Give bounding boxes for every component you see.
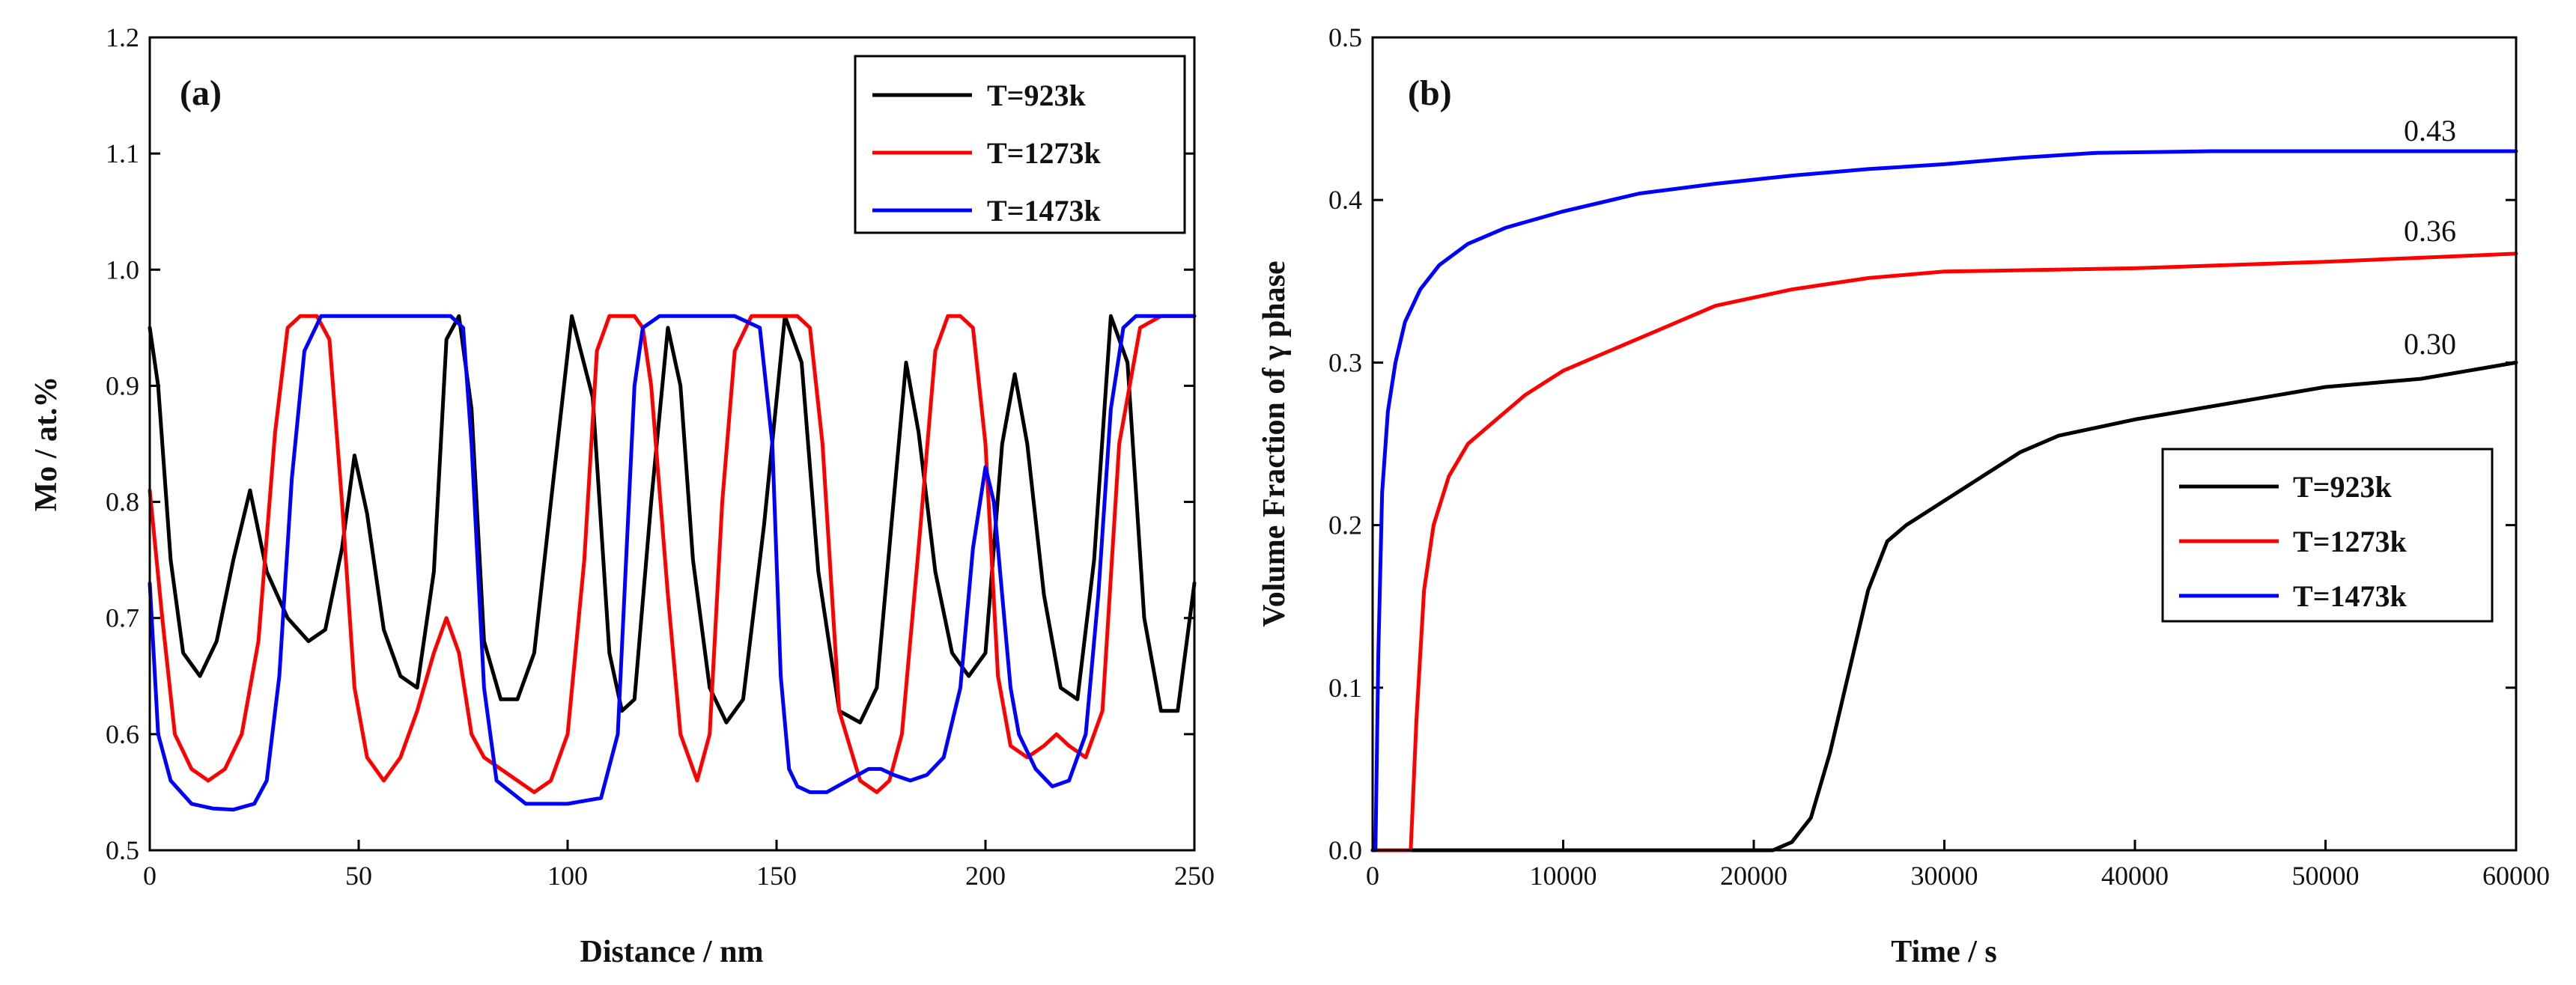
b-legend: T=923k T=1273k T=1473k: [2161, 448, 2494, 623]
b-series-line-923: [1370, 360, 2518, 853]
b-series-line-1273: [1370, 251, 2518, 853]
a-y-tick-label: 0.7: [106, 603, 139, 633]
b-end-label-1273: 0.36: [2404, 214, 2456, 248]
a-y-tick-label: 0.8: [106, 487, 139, 517]
b-ticks: 0 10000 20000 30000 40000 50000 60000 0.0 0.1 0.2…: [1328, 22, 2550, 891]
a-y-tick-label: 0.5: [106, 835, 139, 865]
a-y-tick-label: 1.1: [106, 138, 139, 168]
a-y-tick-label: 0.9: [106, 370, 139, 400]
b-y-tick-label: 0.5: [1328, 22, 1362, 52]
a-x-axis-title: Distance / nm: [580, 935, 764, 969]
b-series: [1370, 149, 2518, 853]
b-panel-label: (b): [1408, 73, 1452, 113]
a-x-tick-label: 50: [345, 861, 372, 891]
panel-b: 0 10000 20000 30000 40000 50000 60000 0.0 0.1 0.2…: [1257, 22, 2550, 969]
a-panel-label: (a): [180, 73, 222, 113]
b-plot-frame: [1371, 36, 2518, 852]
b-x-axis-title: Time / s: [1891, 935, 1997, 969]
b-legend-label-923: T=923k: [2293, 470, 2392, 504]
b-y-tick-label: 0.3: [1328, 347, 1362, 377]
b-y-tick-label: 0.4: [1328, 185, 1362, 215]
a-y-tick-label: 1.2: [106, 22, 139, 52]
b-y-tick-label: 0.2: [1328, 510, 1362, 540]
a-plot-frame: [148, 36, 1196, 852]
b-legend-box: [2161, 448, 2494, 623]
b-x-tick-label: 10000: [1530, 861, 1597, 891]
b-legend-label-1273: T=1273k: [2293, 525, 2407, 558]
b-x-tick-label: 60000: [2482, 861, 2550, 891]
a-legend-label-1473: T=1473k: [987, 194, 1101, 228]
a-legend-label-1273: T=1273k: [987, 136, 1101, 170]
panel-a: 0 50 100 150 200 2500.50.60.70.80.91.01.11.2 …: [29, 22, 1215, 969]
b-x-tick-label: 50000: [2292, 861, 2360, 891]
a-legend: T=923k T=1273k T=1473k: [854, 55, 1186, 234]
a-x-tick-label: 250: [1174, 861, 1215, 891]
a-x-tick-label: 200: [965, 861, 1006, 891]
b-y-tick-label: 0.1: [1328, 673, 1362, 703]
a-x-tick-label: 0: [143, 861, 157, 891]
a-legend-box: [854, 55, 1186, 234]
b-x-tick-label: 40000: [2101, 861, 2169, 891]
b-end-label-923: 0.30: [2404, 327, 2456, 361]
a-y-tick-label: 0.6: [106, 719, 139, 749]
b-y-axis-title: Volume Fraction of γ phase: [1257, 260, 1292, 626]
a-x-tick-label: 100: [547, 861, 588, 891]
b-x-tick-label: 20000: [1720, 861, 1787, 891]
b-y-tick-label: 0.0: [1328, 835, 1362, 865]
a-series-line-923: [148, 314, 1197, 725]
b-end-label-1473: 0.43: [2404, 114, 2456, 147]
a-series-line-1273: [148, 314, 1197, 794]
a-y-tick-label: 1.0: [106, 254, 139, 284]
a-series: [148, 314, 1197, 812]
a-x-tick-label: 150: [756, 861, 797, 891]
b-x-tick-label: 0: [1366, 861, 1379, 891]
a-legend-label-923: T=923k: [987, 79, 1086, 112]
b-x-tick-label: 30000: [1911, 861, 1978, 891]
a-series-line-1473: [148, 314, 1197, 812]
a-y-axis-title: Mo / at.%: [29, 376, 64, 512]
b-series-line-1473: [1370, 149, 2518, 853]
b-legend-label-1473: T=1473k: [2293, 579, 2407, 613]
